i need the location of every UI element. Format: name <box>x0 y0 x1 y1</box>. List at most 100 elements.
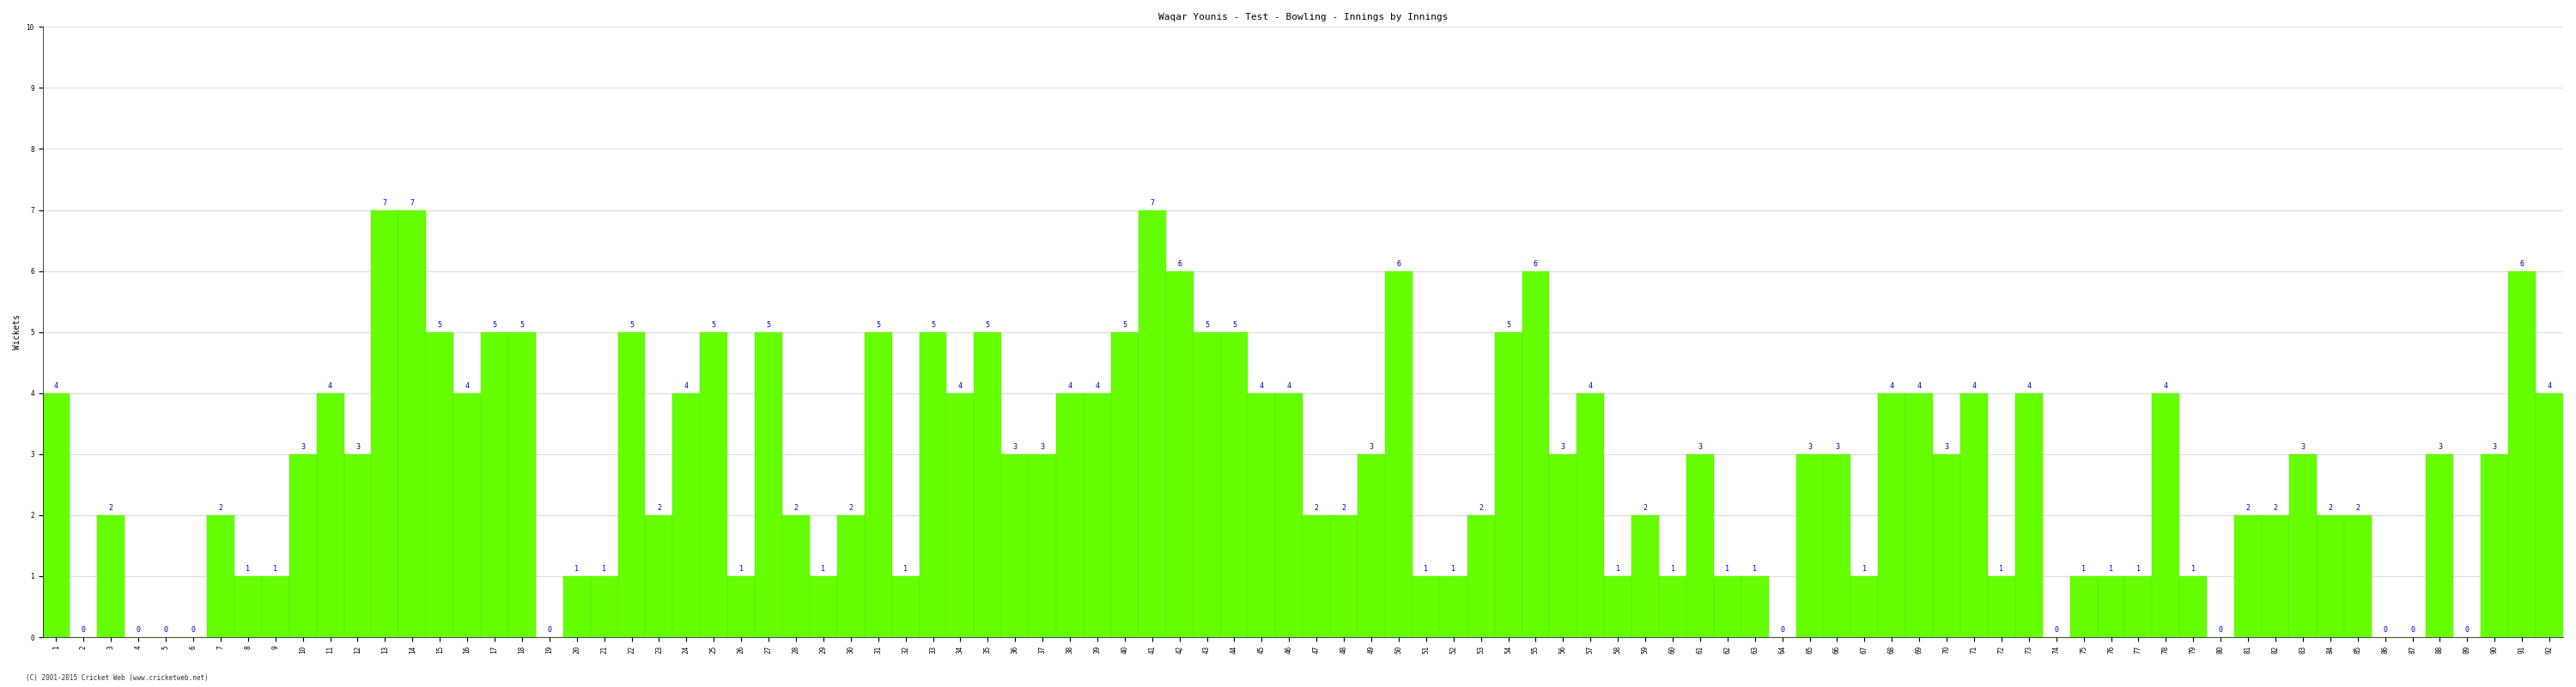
Text: 5: 5 <box>987 322 989 329</box>
Text: 0: 0 <box>2218 627 2223 634</box>
Bar <box>2151 393 2179 638</box>
Text: 0: 0 <box>1780 627 1785 634</box>
Bar <box>974 332 1002 638</box>
Bar <box>920 332 945 638</box>
Text: 3: 3 <box>1698 443 1703 451</box>
Bar <box>1659 576 1687 638</box>
Text: 3: 3 <box>2437 443 2442 451</box>
Text: 4: 4 <box>685 382 688 390</box>
Text: 4: 4 <box>958 382 963 390</box>
Text: 1: 1 <box>739 565 744 573</box>
Text: 3: 3 <box>1945 443 1950 451</box>
Bar <box>345 454 371 638</box>
Bar <box>1056 393 1084 638</box>
Bar <box>2344 515 2372 638</box>
Bar <box>1850 576 1878 638</box>
Bar <box>1605 576 1631 638</box>
Bar <box>317 393 345 638</box>
Text: 6: 6 <box>2519 260 2524 268</box>
Bar <box>891 576 920 638</box>
Bar <box>672 393 701 638</box>
Bar <box>2535 393 2563 638</box>
Bar <box>755 332 783 638</box>
Text: 4: 4 <box>1095 382 1100 390</box>
Text: 4: 4 <box>1069 382 1072 390</box>
Bar <box>234 576 263 638</box>
Text: 2: 2 <box>108 504 113 512</box>
Text: 2: 2 <box>848 504 853 512</box>
Bar <box>1221 332 1247 638</box>
Text: 2: 2 <box>2354 504 2360 512</box>
Text: 2: 2 <box>793 504 799 512</box>
Bar <box>1193 332 1221 638</box>
Title: Waqar Younis - Test - Bowling - Innings by Innings: Waqar Younis - Test - Bowling - Innings … <box>1159 13 1448 21</box>
Text: 1: 1 <box>2081 565 2087 573</box>
Bar <box>1084 393 1110 638</box>
Text: 4: 4 <box>2548 382 2553 390</box>
Bar <box>1713 576 1741 638</box>
Text: 3: 3 <box>2300 443 2306 451</box>
Text: 1: 1 <box>1726 565 1728 573</box>
Bar <box>701 332 726 638</box>
Bar <box>945 393 974 638</box>
Text: 1: 1 <box>1862 565 1868 573</box>
Text: 3: 3 <box>1041 443 1046 451</box>
Text: 5: 5 <box>930 322 935 329</box>
Text: 3: 3 <box>355 443 361 451</box>
Bar <box>1687 454 1713 638</box>
Text: 1: 1 <box>2110 565 2112 573</box>
Text: 2: 2 <box>1643 504 1649 512</box>
Bar <box>453 393 482 638</box>
Text: 6: 6 <box>1177 260 1182 268</box>
Text: 2: 2 <box>219 504 222 512</box>
Text: 5: 5 <box>492 322 497 329</box>
Text: 3: 3 <box>301 443 304 451</box>
Text: 1: 1 <box>1752 565 1757 573</box>
Text: 5: 5 <box>876 322 881 329</box>
Text: 5: 5 <box>1206 322 1208 329</box>
Text: 4: 4 <box>1891 382 1893 390</box>
Bar <box>2097 576 2125 638</box>
Bar <box>1494 332 1522 638</box>
Bar <box>399 210 425 638</box>
Text: 4: 4 <box>1589 382 1592 390</box>
Text: 5: 5 <box>520 322 523 329</box>
Bar <box>1275 393 1303 638</box>
Text: 3: 3 <box>1012 443 1018 451</box>
Text: 7: 7 <box>410 199 415 207</box>
Text: 3: 3 <box>1561 443 1566 451</box>
Text: 0: 0 <box>546 627 551 634</box>
Text: 2: 2 <box>2329 504 2331 512</box>
Text: 1: 1 <box>822 565 824 573</box>
Bar <box>2427 454 2452 638</box>
Text: 1: 1 <box>2136 565 2141 573</box>
Text: 3: 3 <box>1834 443 1839 451</box>
Bar <box>1989 576 2014 638</box>
Text: 6: 6 <box>1533 260 1538 268</box>
Bar <box>1577 393 1605 638</box>
Text: 0: 0 <box>137 627 142 634</box>
Text: 2: 2 <box>2246 504 2251 512</box>
Bar <box>618 332 644 638</box>
Bar <box>1878 393 1906 638</box>
Bar <box>783 515 809 638</box>
Bar <box>1932 454 1960 638</box>
Text: 1: 1 <box>2192 565 2195 573</box>
Bar <box>1386 271 1412 638</box>
Bar <box>507 332 536 638</box>
Text: 1: 1 <box>1450 565 1455 573</box>
Bar <box>2014 393 2043 638</box>
Text: 2: 2 <box>2272 504 2277 512</box>
Text: 7: 7 <box>384 199 386 207</box>
Bar <box>1824 454 1850 638</box>
Text: 1: 1 <box>273 565 278 573</box>
Bar <box>2316 515 2344 638</box>
Bar <box>44 393 70 638</box>
Text: 5: 5 <box>629 322 634 329</box>
Bar <box>1028 454 1056 638</box>
Text: 5: 5 <box>711 322 716 329</box>
Bar <box>2125 576 2151 638</box>
Bar <box>2509 271 2535 638</box>
Bar <box>1002 454 1028 638</box>
Text: 0: 0 <box>191 627 196 634</box>
